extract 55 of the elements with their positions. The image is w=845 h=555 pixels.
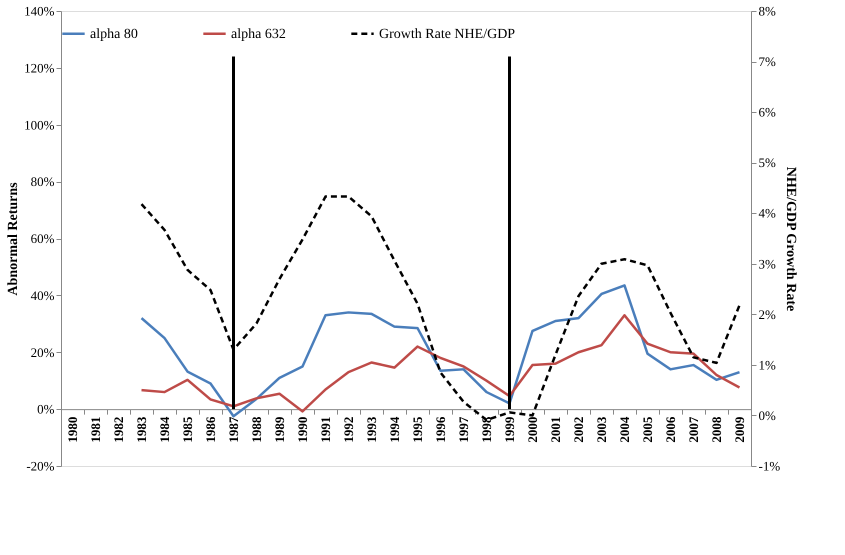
y-axis-title: Abnormal Returns bbox=[6, 182, 22, 296]
x-tick-label: 1992 bbox=[341, 416, 356, 443]
x-tick-label: 1982 bbox=[111, 416, 126, 443]
x-tick-label: 1986 bbox=[203, 416, 218, 443]
y-tick-label: 0% bbox=[37, 402, 55, 417]
y-tick-label: 140% bbox=[24, 4, 55, 18]
x-tick-label: 1991 bbox=[318, 416, 333, 443]
y2-tick-label: 4% bbox=[758, 206, 776, 221]
y2-tick-label: 6% bbox=[758, 104, 776, 120]
y2-tick-label: -1% bbox=[758, 458, 780, 474]
x-tick-label: 2004 bbox=[617, 416, 632, 443]
x-tick-label: 2003 bbox=[594, 416, 609, 443]
x-tick-label: 1983 bbox=[134, 416, 149, 443]
x-tick-label: 1995 bbox=[410, 416, 425, 443]
y2-tick-label: 8% bbox=[758, 4, 776, 18]
y2-tick-label: 7% bbox=[758, 54, 776, 70]
x-tick-label: 1997 bbox=[456, 416, 471, 443]
line-series bbox=[140, 314, 741, 413]
x-tick-label: 1987 bbox=[226, 416, 241, 443]
x-tick-label: 1994 bbox=[387, 416, 402, 443]
y2-tick-label: 2% bbox=[758, 306, 776, 322]
x-tick-label: 2002 bbox=[571, 416, 586, 443]
y-tick-label: 20% bbox=[30, 344, 55, 360]
y-tick-label: 80% bbox=[30, 174, 55, 190]
x-tick-label: 2001 bbox=[548, 416, 563, 443]
x-tick-label: 1993 bbox=[364, 416, 379, 443]
x-tick-label: 2009 bbox=[732, 416, 747, 443]
x-tick-label: 2005 bbox=[640, 416, 655, 443]
y2-tick-label: 0% bbox=[758, 408, 776, 423]
x-tick-label: 2008 bbox=[709, 416, 724, 443]
x-tick-label: 1990 bbox=[295, 416, 310, 443]
x-tick-label: 1985 bbox=[180, 416, 195, 443]
x-tick-label: 1989 bbox=[272, 416, 287, 443]
y-tick-label: -20% bbox=[26, 458, 55, 474]
x-tick-label: 1981 bbox=[88, 416, 103, 443]
y-tick-label: 120% bbox=[24, 60, 55, 76]
line-series bbox=[140, 284, 741, 418]
x-tick-label: 1984 bbox=[157, 416, 172, 443]
x-tick-label: 2007 bbox=[686, 416, 701, 443]
x-tick-label: 1988 bbox=[249, 416, 264, 443]
x-tick-label: 2000 bbox=[525, 416, 540, 443]
y2-tick-label: 3% bbox=[758, 256, 776, 272]
legend-label: Growth Rate NHE/GDP bbox=[379, 26, 516, 42]
x-tick-label: 1996 bbox=[433, 416, 448, 443]
y-tick-label: 60% bbox=[30, 231, 55, 246]
y-tick-label: 40% bbox=[30, 288, 55, 303]
legend-label: alpha 632 bbox=[231, 26, 286, 42]
y2-tick-label: 5% bbox=[758, 155, 776, 170]
legend-label: alpha 80 bbox=[90, 26, 138, 42]
y2-axis-title: NHE/GDP Growth Rate bbox=[783, 166, 798, 312]
x-tick-label: 1980 bbox=[65, 416, 80, 443]
y2-tick-label: 1% bbox=[758, 357, 776, 372]
x-tick-label: 1999 bbox=[502, 416, 517, 443]
x-tick-label: 2006 bbox=[663, 416, 678, 443]
y-tick-label: 100% bbox=[24, 117, 55, 132]
